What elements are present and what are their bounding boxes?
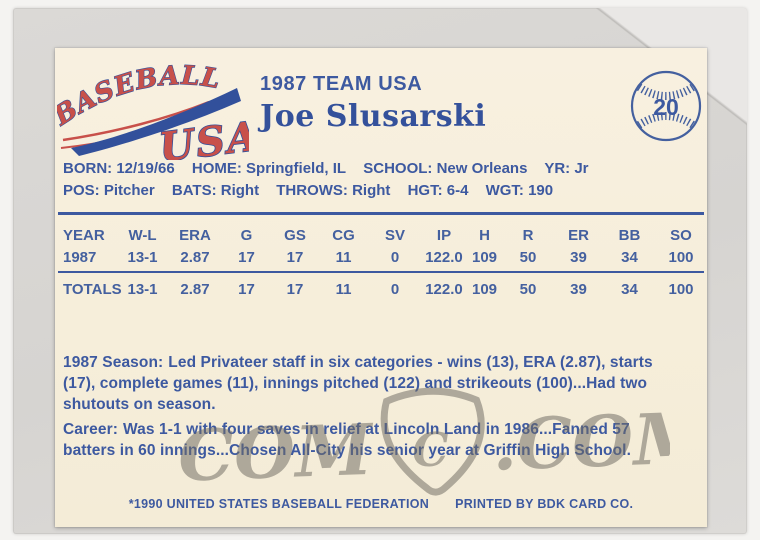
season-label: 1987 Season:	[63, 353, 164, 371]
col-sv: SV	[384, 226, 405, 244]
career-text: Was 1-1 with four saves in relief at Lin…	[63, 420, 631, 459]
bio-home: HOME: Springfield, IL	[191, 160, 347, 177]
col-g: G	[240, 226, 253, 244]
col-era: ERA	[179, 226, 211, 244]
team-usa-logo-icon: BASEBALL USA	[57, 60, 249, 160]
col-cg: CG	[332, 226, 355, 244]
bio-row-1: BORN: 12/19/66 HOME: Springfield, IL SCH…	[63, 158, 602, 180]
player-name: Joe Slusarski	[260, 99, 487, 134]
career-summary: Career: Was 1-1 with four saves in relief…	[63, 419, 663, 461]
col-gs: GS	[284, 226, 306, 244]
bio-born: BORN: 12/19/66	[63, 160, 175, 177]
col-bb: BB	[618, 226, 641, 244]
logo-usa-text: USA	[157, 113, 249, 160]
bio-weight: WGT: 190	[485, 182, 554, 199]
stats-header-row: YEAR W-L ERA G GS CG SV IP H R ER BB SO	[55, 224, 707, 246]
bio-height: HGT: 6-4	[407, 182, 469, 199]
bio-row-2: POS: Pitcher BATS: Right THROWS: Right H…	[63, 180, 602, 202]
col-ip: IP	[436, 226, 452, 244]
printer-credit: PRINTED BY BDK CARD CO.	[455, 497, 634, 511]
stats-row-1987: 1987 13-1 2.87 17 17 11 0 122.0 109 50 3…	[63, 248, 694, 266]
season-summary: 1987 Season: Led Privateer staff in six c…	[63, 352, 663, 415]
col-er: ER	[568, 226, 589, 244]
bio-position: POS: Pitcher	[63, 182, 155, 199]
bio-year: YR: Jr	[544, 160, 589, 177]
bio-throws: THROWS: Right	[276, 182, 391, 199]
divider-rule	[58, 212, 704, 215]
table-rule	[58, 271, 704, 273]
col-wl: W-L	[128, 226, 157, 244]
stats-row-totals: TOTALS 13-1 2.87 17 17 11 0 122.0 109 50…	[63, 280, 694, 298]
col-h: H	[479, 226, 490, 244]
col-r: R	[522, 226, 534, 244]
season-text: Led Privateer staff in six categories - …	[63, 353, 653, 413]
bio-school: SCHOOL: New Orleans	[363, 160, 528, 177]
col-year: YEAR	[63, 226, 105, 244]
baseball-icon: 20	[630, 70, 702, 142]
copyright-footer: *1990 UNITED STATES BASEBALL FEDERATION P…	[55, 497, 707, 511]
team-title: 1987 TEAM USA	[260, 73, 423, 95]
player-bio: BORN: 12/19/66 HOME: Springfield, IL SCH…	[63, 158, 602, 202]
career-label: Career:	[63, 420, 118, 438]
card-number: 20	[653, 94, 679, 120]
federation-credit: *1990 UNITED STATES BASEBALL FEDERATION	[128, 497, 430, 511]
card-header: 1987 TEAM USA Joe Slusarski	[260, 73, 486, 134]
baseball-card-back: BASEBALL USA 1987 TEAM USA Joe Slusarski…	[55, 48, 707, 527]
bio-bats: BATS: Right	[171, 182, 260, 199]
col-so: SO	[670, 226, 692, 244]
pitching-stats-table: YEAR W-L ERA G GS CG SV IP H R ER BB SO …	[55, 224, 707, 300]
